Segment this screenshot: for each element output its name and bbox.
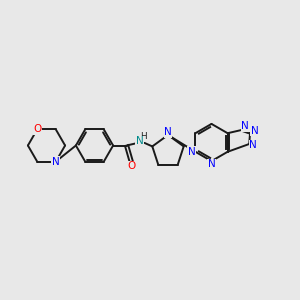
Text: O: O [33,124,41,134]
Text: H: H [140,132,147,141]
Text: O: O [127,161,135,172]
Text: N: N [164,127,172,137]
Text: N: N [249,140,257,151]
Text: N: N [188,147,196,157]
Text: N: N [208,159,215,169]
Text: N: N [52,157,60,166]
Text: N: N [251,125,259,136]
Text: N: N [242,121,249,131]
Text: N: N [136,136,144,146]
